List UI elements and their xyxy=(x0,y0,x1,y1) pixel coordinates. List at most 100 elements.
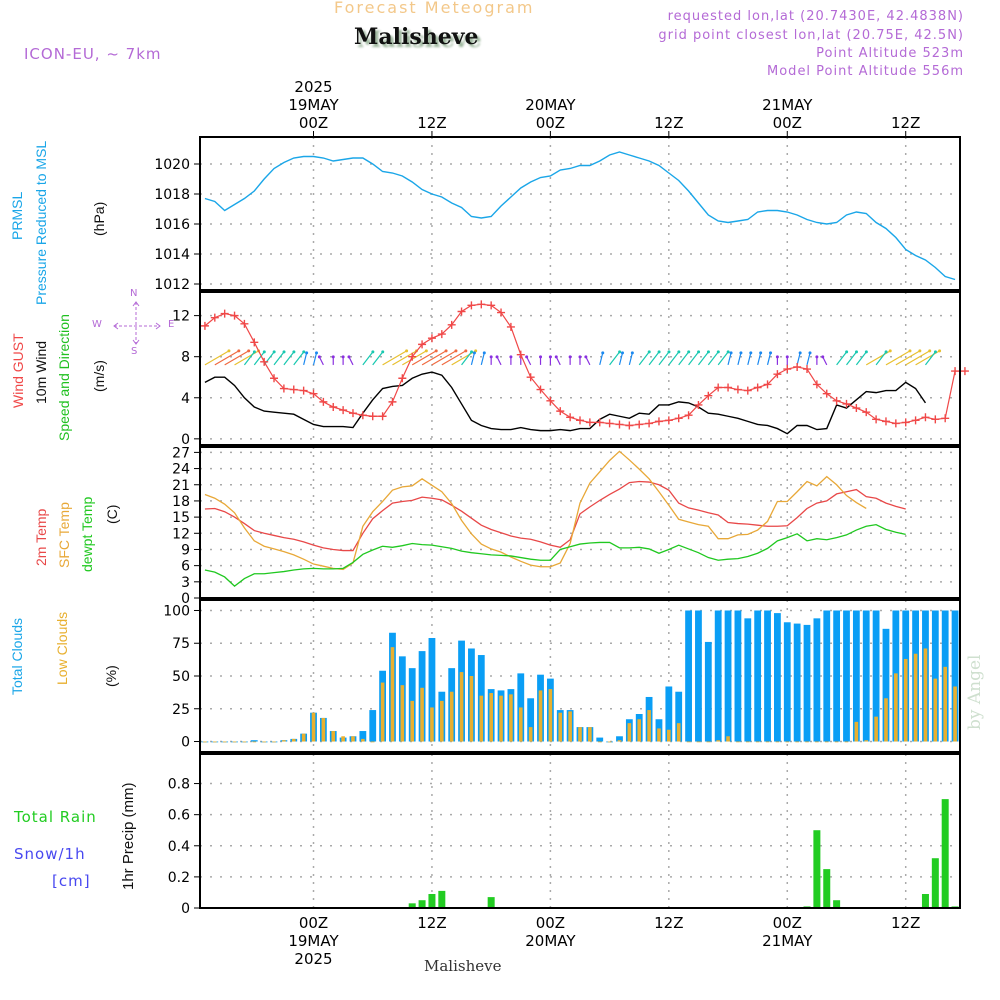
wind-arrow xyxy=(253,351,265,366)
wind-arrow xyxy=(431,350,457,366)
rain-bar xyxy=(921,894,929,908)
wind-arrow-head xyxy=(620,351,624,355)
rain-bar xyxy=(428,894,436,908)
gust-marker xyxy=(941,414,950,423)
low-cloud-bar xyxy=(518,707,523,742)
wind-arrow-head xyxy=(888,349,892,353)
total-cloud-bar xyxy=(616,736,623,742)
wind-arrow-head xyxy=(548,355,552,359)
rain-bar xyxy=(487,897,495,908)
wind-arrow xyxy=(293,351,305,366)
rain-bar xyxy=(823,869,831,908)
gust-marker xyxy=(881,417,890,426)
low-cloud-bar xyxy=(351,736,355,742)
model-label: ICON-EU, ~ 7km xyxy=(24,45,162,63)
wind-arrow-head xyxy=(341,355,345,359)
wind-arrow xyxy=(382,350,407,366)
low-cloud-bar xyxy=(913,653,918,742)
low-cloud-bar xyxy=(272,741,276,743)
gust-marker xyxy=(852,404,861,413)
y-tick-label: 4 xyxy=(181,391,190,407)
gust-marker xyxy=(546,396,555,405)
wind-arrow xyxy=(688,351,700,366)
pressure-line xyxy=(204,151,956,281)
wind-arrow-head xyxy=(845,350,849,354)
total-cloud-bar xyxy=(428,638,436,742)
x-tick-label-bottom: 00Z xyxy=(536,914,565,932)
gust-marker xyxy=(309,389,318,398)
low-cloud-bar xyxy=(499,695,503,742)
gust-marker xyxy=(368,412,377,421)
low-cloud-bar xyxy=(676,723,681,742)
gust-marker xyxy=(477,300,486,309)
wind-arrow-head xyxy=(928,349,932,353)
wind-arrow-head xyxy=(331,355,335,359)
gust-marker xyxy=(566,413,575,422)
gust-marker xyxy=(960,367,969,376)
wind-arrow-head xyxy=(495,355,499,359)
wind-arrow xyxy=(846,351,857,366)
gust-marker xyxy=(842,399,851,408)
gust-marker xyxy=(526,373,535,382)
wind-arrow xyxy=(303,352,308,366)
gust-marker xyxy=(447,320,456,329)
wind-arrow-head xyxy=(726,350,730,354)
wind-arrow xyxy=(707,351,719,366)
wind-arrow xyxy=(648,351,660,366)
wind-arrow-head xyxy=(472,351,476,355)
wind-arrow-head xyxy=(667,350,671,354)
total-cloud-bar xyxy=(764,610,771,742)
grid-point-coords: grid point closest lon,lat (20.75E, 42.5… xyxy=(658,28,964,43)
gust-marker xyxy=(516,350,525,359)
total-cloud-bar xyxy=(359,731,367,742)
wind-arrow-head xyxy=(647,350,651,354)
total-cloud-bar xyxy=(754,610,762,742)
gust-marker xyxy=(783,365,792,374)
total-cloud-bar xyxy=(783,622,791,742)
wind-arrow-head xyxy=(444,349,448,353)
wind-arrow-head xyxy=(739,351,743,355)
y-tick-label: 12 xyxy=(172,309,190,325)
wind-arrow xyxy=(214,350,240,366)
wind-arrow-head xyxy=(489,355,493,359)
wind-arrow-head xyxy=(584,355,588,359)
panel-frame xyxy=(199,753,961,909)
total-cloud-bar xyxy=(685,610,692,742)
x-tick-label-top: 00Z xyxy=(773,114,802,132)
wind-arrow xyxy=(411,350,437,366)
gust-marker xyxy=(576,416,584,425)
low-cloud-bar xyxy=(834,741,839,743)
low-cloud-bar xyxy=(894,673,898,742)
wind-arrow-head xyxy=(938,349,942,353)
total-cloud-bar xyxy=(793,623,801,742)
y-tick-label: 100 xyxy=(163,603,190,619)
gust-marker xyxy=(250,338,259,347)
wind-arrow xyxy=(747,352,752,366)
rain-label: Total Rain xyxy=(14,808,97,826)
total-cloud-bar xyxy=(843,610,850,742)
gust-marker xyxy=(467,301,476,310)
y-tick-label: 15 xyxy=(172,510,190,526)
x-tick-label-bottom: 00Z xyxy=(299,914,328,932)
wind-arrow-head xyxy=(292,350,296,354)
wind-arrow-head xyxy=(272,350,276,354)
gust-marker xyxy=(812,380,821,389)
wind-arrow-head xyxy=(454,349,458,353)
low-cloud-bar xyxy=(203,741,207,743)
low-cloud-bar xyxy=(262,741,266,743)
total-cloud-bar xyxy=(596,737,604,742)
low-cloud-bar xyxy=(410,700,415,742)
wind-arrow-head xyxy=(775,355,779,359)
gust-marker xyxy=(694,400,703,409)
wind-arrow-head xyxy=(864,350,868,354)
gust-marker xyxy=(487,301,496,310)
low-cloud-bar xyxy=(597,741,602,743)
low-cloud-bar xyxy=(548,689,553,742)
low-cloud-bar xyxy=(795,741,799,743)
low-cloud-bar xyxy=(923,648,928,742)
low-cloud-bar xyxy=(745,741,750,743)
wind-arrow-head xyxy=(759,351,763,355)
low-cloud-bar xyxy=(321,717,326,742)
compass-rose-icon xyxy=(113,301,161,345)
gust-marker xyxy=(319,397,328,406)
